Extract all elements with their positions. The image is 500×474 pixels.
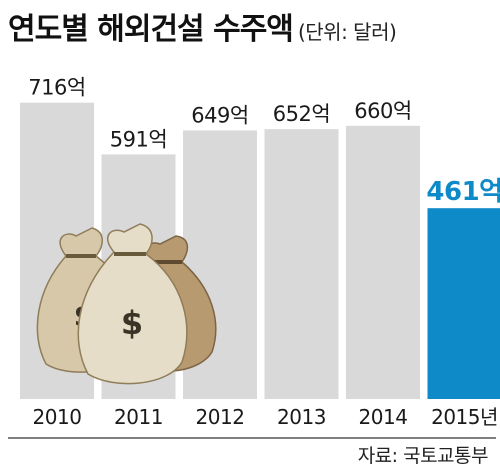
category-label-2010: 2010 xyxy=(33,405,82,429)
source-note: 자료: 국토교통부 xyxy=(357,445,489,467)
chart-title-block: 연도별 해외건설 수주액 (단위: 달러) xyxy=(8,4,397,48)
value-label-2011: 591억 xyxy=(110,127,167,151)
money-bag-front: $ xyxy=(77,223,188,385)
value-label-2015년: 461억 xyxy=(426,177,500,207)
labels-layer: 716억 2010 591억 2011 649억 2012 652억 2013 660억 2014… xyxy=(28,76,500,429)
bar-2014 xyxy=(346,125,420,400)
unit-note: (단위: 달러) xyxy=(297,20,397,44)
bar-2015년 xyxy=(427,208,500,399)
chart-title: 연도별 해외건설 수주액 xyxy=(8,12,294,47)
bar-2013 xyxy=(264,129,339,399)
category-label-2012: 2012 xyxy=(196,405,245,429)
category-label-2013: 2013 xyxy=(277,405,326,429)
category-label-2014: 2014 xyxy=(359,405,408,429)
money-bags-illustration: $ $ $ xyxy=(36,223,217,385)
category-label-2015년: 2015년 xyxy=(431,405,498,429)
value-label-2013: 652억 xyxy=(273,102,330,126)
value-label-2010: 716억 xyxy=(28,76,85,100)
category-label-2011: 2011 xyxy=(114,405,163,429)
value-label-2014: 660억 xyxy=(354,99,411,123)
value-label-2012: 649억 xyxy=(191,103,248,127)
dollar-sign-icon: $ xyxy=(121,304,143,342)
